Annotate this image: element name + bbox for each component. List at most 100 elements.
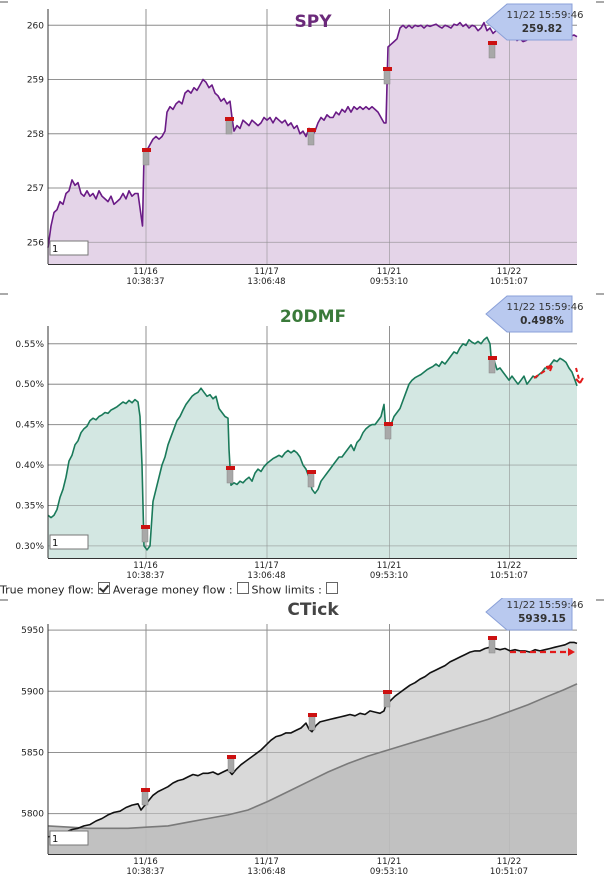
show-limits-checkbox[interactable] — [325, 582, 338, 594]
trend-arrow-up-head — [545, 365, 553, 372]
event-marker-bar — [488, 43, 496, 59]
average-series-line — [47, 683, 578, 830]
event-marker-flag — [141, 525, 150, 529]
event-marker-bar — [225, 119, 233, 135]
event-marker-bar — [383, 69, 391, 85]
x-tick-time: 13:06:48 — [247, 277, 285, 287]
event-marker-flag — [227, 755, 236, 759]
x-tick-time: 10:51:07 — [490, 571, 528, 581]
x-tick-date: 11/21 — [377, 561, 402, 571]
event-marker-flag — [384, 422, 393, 426]
y-tick-label: 0.55% — [15, 340, 44, 350]
chart-title: 20DMF — [280, 307, 346, 327]
event-marker-flag — [226, 466, 235, 470]
y-tick-label: 0.35% — [15, 501, 44, 511]
true-money-flow-label: True money flow: — [0, 583, 94, 597]
y-tick-label: 260 — [27, 21, 44, 31]
price-callout-arrow — [485, 295, 573, 333]
x-tick-time: 10:51:07 — [490, 277, 528, 287]
x-tick-time: 13:06:48 — [247, 867, 285, 877]
trend-arrow-up — [533, 365, 553, 379]
period-input[interactable] — [49, 534, 89, 550]
x-tick-date: 11/21 — [377, 267, 402, 277]
event-marker-bar — [383, 692, 391, 708]
price-callout-arrow — [485, 598, 573, 631]
event-marker-flag — [141, 788, 150, 792]
controls-bar: True money flow: Average money flow : Show… — [0, 582, 604, 598]
price-callout-value: 5939.15 — [518, 613, 566, 625]
event-marker-bar — [308, 715, 316, 731]
x-tick-date: 11/22 — [497, 267, 522, 277]
price-callout-time: 11/22 15:59:46 — [507, 10, 584, 21]
event-marker-bar — [142, 150, 150, 166]
average-money-flow-label: Average money flow : — [112, 583, 233, 597]
x-tick-date: 11/16 — [133, 267, 158, 277]
price-callout-time: 11/22 15:59:46 — [507, 600, 584, 611]
y-tick-label: 5850 — [21, 748, 44, 758]
x-tick-time: 10:38:37 — [126, 277, 164, 287]
average-money-flow-checkbox[interactable] — [236, 582, 249, 594]
period-input-value: 1 — [52, 538, 58, 549]
true-money-flow-checkbox[interactable] — [97, 582, 110, 594]
period-input[interactable] — [49, 830, 89, 846]
y-tick-label: 5800 — [21, 810, 44, 820]
y-tick-label: 257 — [27, 184, 44, 194]
x-tick-date: 11/22 — [497, 857, 522, 867]
x-tick-date: 11/17 — [254, 561, 279, 571]
price-callout-arrow — [485, 3, 573, 41]
event-marker-bar — [141, 527, 149, 543]
event-marker-flag — [308, 713, 317, 717]
event-marker-flag — [383, 67, 392, 71]
x-tick-time: 10:38:37 — [126, 867, 164, 877]
price-callout: 11/22 15:59:46 5939.15 — [485, 598, 584, 631]
event-marker-bar — [227, 757, 235, 773]
x-tick-time: 10:51:07 — [490, 867, 528, 877]
x-tick-date: 11/17 — [254, 267, 279, 277]
event-marker-bar — [384, 424, 392, 440]
series-line — [47, 336, 578, 551]
period-input-value: 1 — [52, 244, 58, 255]
event-marker-flag — [307, 470, 316, 474]
x-tick-time: 09:53:10 — [370, 277, 408, 287]
event-marker-flag — [225, 117, 234, 121]
event-marker-flag — [383, 690, 392, 694]
y-tick-label: 0.50% — [15, 380, 44, 390]
y-tick-label: 0.30% — [15, 542, 44, 552]
price-callout: 11/22 15:59:46 0.498% — [485, 295, 583, 333]
trend-arrow-down-head — [575, 377, 584, 384]
event-marker-flag — [142, 148, 151, 152]
y-tick-label: 0.40% — [15, 461, 44, 471]
series-area — [48, 337, 577, 558]
y-tick-label: 256 — [27, 238, 44, 248]
price-callout-value: 0.498% — [520, 315, 564, 327]
period-input[interactable] — [49, 240, 89, 256]
price-callout-value: 259.82 — [522, 23, 563, 35]
event-marker-bar — [141, 790, 149, 806]
y-tick-label: 5950 — [21, 626, 44, 636]
event-marker-flag — [307, 128, 316, 132]
x-tick-date: 11/21 — [377, 857, 402, 867]
x-tick-time: 09:53:10 — [370, 571, 408, 581]
y-tick-label: 259 — [27, 76, 44, 86]
event-marker-bar — [488, 358, 496, 374]
event-marker-bar — [307, 472, 315, 488]
show-limits-label: Show limits : — [251, 583, 322, 597]
y-tick-label: 258 — [27, 130, 44, 140]
x-tick-time: 09:53:10 — [370, 867, 408, 877]
y-tick-label: 0.45% — [15, 421, 44, 431]
period-input-value: 1 — [52, 834, 58, 845]
y-tick-label: 5900 — [21, 687, 44, 697]
x-tick-date: 11/16 — [133, 561, 158, 571]
event-marker-flag — [488, 41, 497, 45]
chart-title: CTick — [287, 600, 339, 620]
event-marker-flag — [488, 356, 497, 360]
dmf-chart: 0.30% 0.35% 0.40% 0.45% 0.50% 0.55% 11/1610:38… — [0, 293, 604, 581]
trend-arrow-flat-head — [568, 648, 575, 656]
event-marker-bar — [307, 130, 315, 146]
event-marker-bar — [488, 638, 496, 654]
average-series-area — [48, 683, 577, 854]
x-tick-date: 11/16 — [133, 857, 158, 867]
x-tick-time: 13:06:48 — [247, 571, 285, 581]
